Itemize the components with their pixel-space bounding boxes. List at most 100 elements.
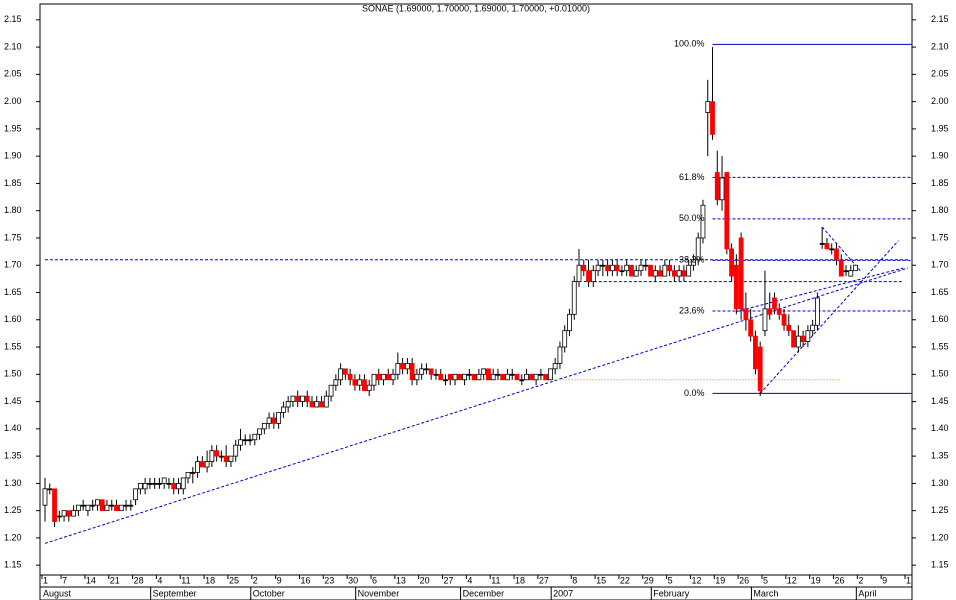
candle-body: [209, 450, 215, 462]
x-tick-label: 28: [134, 575, 144, 585]
candle-body: [643, 264, 649, 267]
candle-body: [538, 373, 544, 376]
y2-tick-label: 1.90: [931, 151, 949, 161]
candle-body: [590, 270, 596, 282]
candle-body: [633, 270, 639, 277]
x-tick-label: 21: [110, 575, 120, 585]
candle-body: [486, 368, 491, 381]
x-tick-label: 20: [420, 575, 430, 585]
candle-body: [223, 455, 229, 462]
candle-body: [342, 368, 348, 375]
candle-body: [52, 488, 57, 522]
candle-body: [619, 270, 625, 273]
x-tick-label: 12: [691, 575, 701, 585]
candle-body: [743, 308, 749, 321]
candle-body: [795, 335, 801, 348]
y2-tick-label: 2.15: [931, 14, 949, 24]
y-tick-label: 2.05: [4, 69, 22, 79]
candle-body: [152, 482, 158, 485]
x-tick-label: 19: [715, 575, 725, 585]
x-tick-label: 16: [300, 575, 310, 585]
candle-body: [447, 373, 453, 381]
x-tick-label: 9: [882, 575, 887, 585]
candle-body: [452, 373, 458, 381]
candle-body: [710, 101, 715, 135]
candle-body: [595, 264, 601, 272]
candle-body: [433, 373, 439, 376]
candle-body: [271, 417, 277, 424]
candle-body: [204, 461, 210, 468]
candle-body: [462, 373, 467, 381]
candle-body: [848, 270, 854, 277]
candle-body: [362, 379, 367, 392]
candle-body: [376, 373, 382, 381]
candle-body: [319, 401, 324, 408]
candle-body: [238, 439, 243, 446]
y2-tick-label: 1.40: [931, 423, 949, 433]
candle-body: [257, 428, 262, 435]
trend-line: [44, 267, 909, 544]
y-tick-label: 2.15: [4, 14, 22, 24]
y2-tick-label: 1.80: [931, 205, 949, 215]
trend-line: [736, 267, 904, 313]
candle-body: [276, 412, 282, 424]
y2-tick-label: 2.00: [931, 96, 949, 106]
y2-tick-label: 1.55: [931, 341, 949, 351]
candle-body: [199, 461, 205, 468]
candle-body: [333, 379, 339, 386]
fib-label: 50.0%: [679, 213, 705, 223]
candle-body: [753, 335, 758, 370]
y-tick-label: 1.65: [4, 287, 22, 297]
y2-tick-label: 1.95: [931, 123, 949, 133]
candle-body: [99, 499, 105, 512]
month-label: February: [653, 588, 690, 598]
candle-body: [66, 510, 72, 517]
candle-body: [600, 264, 606, 267]
x-tick-label: 30: [348, 575, 358, 585]
candle-body: [586, 270, 591, 282]
y-tick-label: 1.90: [4, 151, 22, 161]
y-tick-label: 1.20: [4, 532, 22, 542]
candle-body: [824, 243, 830, 250]
candle-body: [214, 450, 220, 457]
y2-tick-label: 1.35: [931, 450, 949, 460]
candle-body: [843, 270, 849, 273]
candle-body: [457, 373, 463, 381]
candle-body: [109, 504, 115, 507]
candle-body: [681, 270, 687, 277]
y2-tick-label: 1.70: [931, 260, 949, 270]
y2-tick-label: 2.10: [931, 41, 949, 51]
candle-body: [114, 504, 119, 512]
candle-body: [571, 281, 577, 315]
candle-body: [247, 439, 253, 442]
candle-body: [662, 264, 668, 277]
y-tick-label: 1.25: [4, 505, 22, 515]
candle-body: [714, 172, 720, 201]
candle-body: [71, 510, 77, 517]
y-tick-label: 1.15: [4, 560, 22, 570]
candle-body: [104, 504, 110, 512]
x-tick-label: 27: [539, 575, 549, 585]
candle-body: [624, 264, 630, 272]
fib-label: 38.2%: [679, 255, 705, 265]
candle-body: [576, 264, 582, 282]
y-tick-label: 1.85: [4, 178, 22, 188]
candle-body: [266, 417, 272, 424]
candle-body: [347, 373, 353, 381]
y-tick-label: 2.10: [4, 41, 22, 51]
candle-body: [495, 373, 501, 376]
candle-body: [323, 395, 329, 408]
candle-body: [562, 330, 568, 348]
candle-body: [147, 482, 153, 485]
x-tick-label: 1: [43, 575, 48, 585]
candle-body: [533, 373, 539, 381]
y2-tick-label: 1.85: [931, 178, 949, 188]
candle-body: [719, 177, 725, 201]
x-tick-label: 7: [62, 575, 67, 585]
y2-tick-label: 1.20: [931, 532, 949, 542]
fib-label: 61.8%: [679, 172, 705, 182]
candle-body: [219, 455, 224, 458]
y2-tick-label: 1.45: [931, 396, 949, 406]
